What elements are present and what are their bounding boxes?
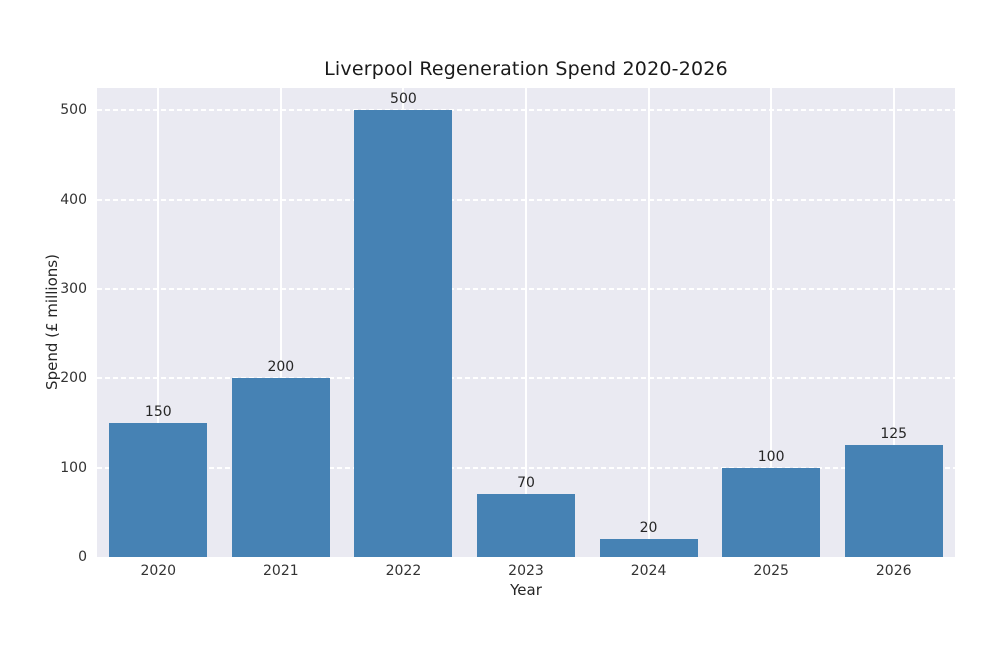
chart-title: Liverpool Regeneration Spend 2020-2026 — [324, 58, 728, 80]
v-gridline — [647, 88, 650, 557]
h-gridline — [97, 109, 955, 112]
y-tick-label: 400 — [60, 191, 87, 208]
bar — [599, 539, 698, 557]
x-tick-label: 2023 — [508, 563, 544, 579]
x-tick-label: 2025 — [753, 563, 789, 579]
bar-value-label: 500 — [390, 91, 417, 108]
bar-value-label: 125 — [880, 426, 908, 443]
v-gridline — [770, 88, 773, 557]
bar-value-label: 20 — [639, 520, 658, 537]
x-tick-label: 2021 — [263, 563, 299, 579]
x-tick-label: 2024 — [630, 563, 667, 579]
bar — [844, 445, 943, 557]
h-gridline — [97, 288, 955, 290]
y-tick-label: 300 — [60, 281, 87, 297]
v-gridline — [892, 88, 895, 557]
x-tick-label: 2022 — [385, 563, 422, 579]
bar-value-label: 200 — [267, 359, 295, 376]
y-tick-label: 0 — [78, 549, 87, 565]
bar — [722, 467, 821, 557]
v-gridline — [525, 88, 527, 557]
y-axis-label: Spend (£ millions) — [43, 254, 61, 390]
bar-value-label: 100 — [757, 448, 785, 465]
y-tick-label: 100 — [60, 459, 87, 476]
v-gridline — [279, 88, 282, 557]
x-tick-label: 2020 — [140, 563, 177, 579]
x-axis-label: Year — [510, 581, 542, 599]
bar-value-label: 150 — [144, 404, 172, 420]
bar — [354, 110, 453, 557]
y-tick-label: 200 — [60, 370, 87, 387]
v-gridline — [157, 88, 160, 557]
y-tick-label: 500 — [60, 102, 87, 119]
bar — [231, 378, 330, 557]
x-tick-label: 2026 — [875, 563, 912, 579]
bar-value-label: 70 — [517, 475, 535, 492]
plot-area: 150 200 500 70 20 100 125 — [97, 88, 955, 557]
h-gridline — [97, 198, 955, 201]
h-gridline — [97, 377, 955, 380]
bar — [109, 423, 208, 557]
bar — [476, 494, 576, 557]
h-gridline — [97, 466, 955, 469]
